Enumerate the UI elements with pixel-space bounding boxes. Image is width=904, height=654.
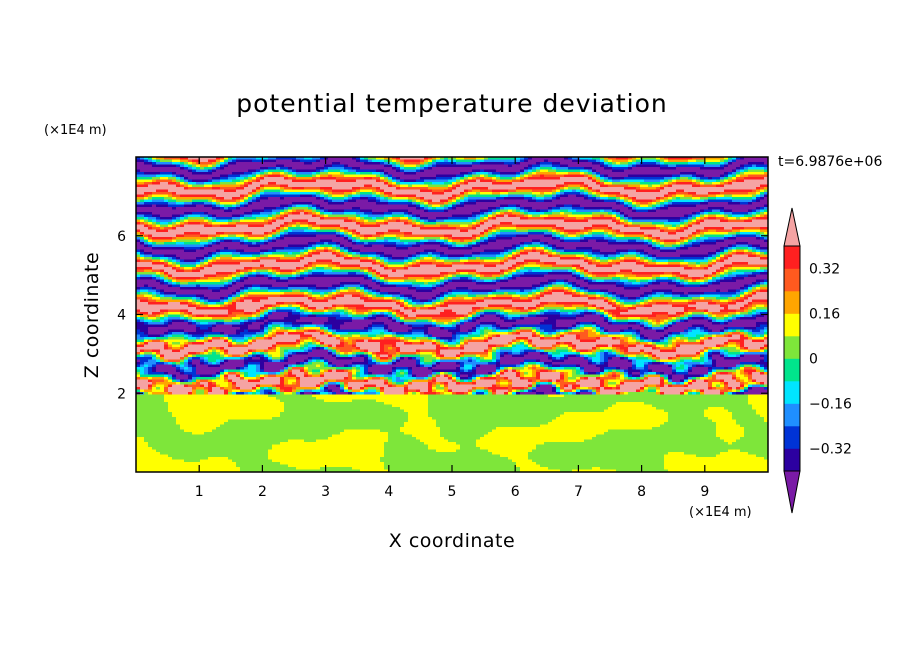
colorbar-band-0 [784,448,800,472]
y-tick-label-4: 4 [117,308,126,324]
colorbar-band-2 [784,403,800,427]
colorbar-tick-label: 0.32 [809,262,840,278]
chart-title: potential temperature deviation [236,89,667,118]
colorbar-tick-label: −0.32 [809,442,852,458]
y-tick-label-6: 6 [117,229,126,245]
x-tick-label-6: 6 [511,484,520,500]
colorbar-band-7 [784,291,800,314]
x-axis-label: X coordinate [389,530,515,552]
colorbar-tick-label: 0 [809,352,818,368]
x-tick-label-5: 5 [448,484,457,500]
x-axis: 1 2 3 4 5 6 7 8 9 [195,157,709,500]
colorbar-band-4 [784,358,800,382]
colorbar-band-3 [784,381,800,404]
time-label: t=6.9876e+06 [778,154,882,170]
heatmap-field [136,157,768,472]
colorbar-tick-label: 0.16 [809,307,840,323]
colorbar: 0.32 0.16 0 −0.16 −0.32 [783,207,852,514]
x-tick-label-8: 8 [637,484,646,500]
colorbar-band-5 [784,336,800,359]
colorbar-frame [783,245,801,472]
y-unit-label: (×1E4 m) [44,123,107,138]
colorbar-tick-label: −0.16 [809,397,852,413]
colorbar-band-6 [784,313,800,337]
x-tick-label-1: 1 [195,484,204,500]
colorbar-band-1 [784,426,800,449]
x-tick-label-2: 2 [258,484,267,500]
x-tick-label-7: 7 [574,484,583,500]
colorbar-extend-bottom [783,470,801,514]
x-unit-label: (×1E4 m) [689,505,752,520]
colorbar-band-9 [784,246,800,269]
x-tick-label-9: 9 [700,484,709,500]
x-tick-label-4: 4 [384,484,393,500]
x-tick-label-3: 3 [321,484,330,500]
y-axis-label: Z coordinate [81,252,103,378]
colorbar-extend-top [783,207,801,247]
y-axis: 2 4 6 [117,229,768,402]
colorbar-band-8 [784,268,800,292]
y-tick-label-2: 2 [117,386,126,402]
